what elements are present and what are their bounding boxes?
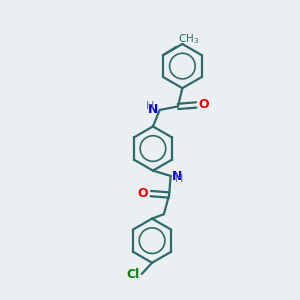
Text: H: H [146,101,154,111]
Text: O: O [199,98,209,111]
Text: N: N [148,103,158,116]
Text: O: O [137,187,148,200]
Text: N: N [172,170,182,183]
Text: Cl: Cl [127,268,140,281]
Text: H: H [175,174,184,184]
Text: CH$_3$: CH$_3$ [178,32,199,46]
